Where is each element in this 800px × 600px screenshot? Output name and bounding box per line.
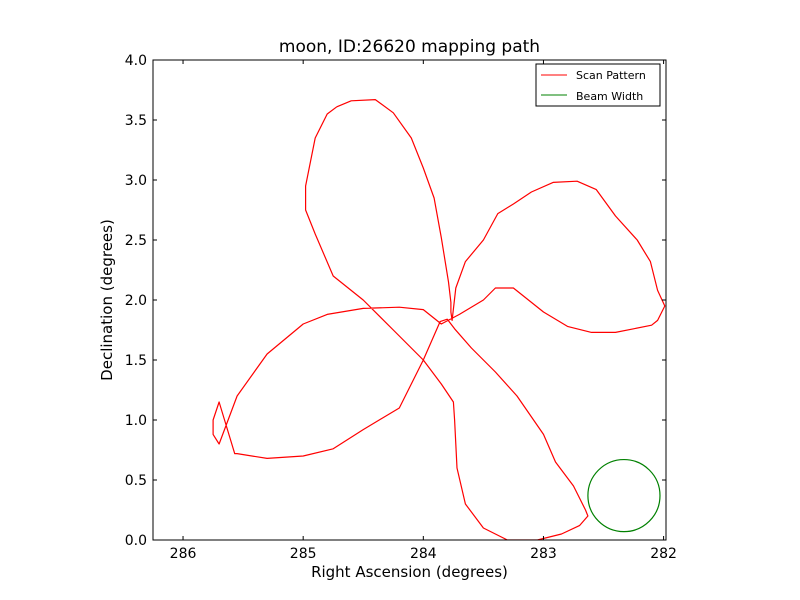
x-axis-label: Right Ascension (degrees) bbox=[311, 563, 508, 581]
series-scan-pattern bbox=[212, 98, 666, 540]
y-axis-label: Declination (degrees) bbox=[98, 219, 116, 381]
y-tick-label: 0.5 bbox=[125, 473, 147, 489]
y-tick-label: 3.5 bbox=[125, 113, 147, 129]
y-tick-label: 1.5 bbox=[125, 353, 147, 369]
x-tick-label: 283 bbox=[530, 546, 557, 562]
x-tick-labels: 286 285 284 283 282 bbox=[170, 546, 677, 562]
y-tick-label: 2.0 bbox=[125, 293, 147, 309]
legend: Scan Pattern Beam Width bbox=[535, 63, 661, 107]
x-tick-label: 286 bbox=[170, 546, 197, 562]
y-tick-label: 0.0 bbox=[125, 533, 147, 549]
legend-box bbox=[535, 63, 661, 107]
series-layer bbox=[212, 98, 666, 540]
axes-frame bbox=[152, 59, 667, 541]
legend-label-scan-pattern: Scan Pattern bbox=[576, 69, 646, 82]
chart-title: moon, ID:26620 mapping path bbox=[279, 37, 540, 57]
x-tick-label: 285 bbox=[290, 546, 317, 562]
series-beam-width bbox=[587, 458, 661, 533]
x-tick-label: 284 bbox=[410, 546, 437, 562]
legend-label-beam-width: Beam Width bbox=[576, 90, 643, 103]
y-tick-label: 4.0 bbox=[125, 53, 147, 69]
x-tick-label: 282 bbox=[650, 546, 677, 562]
plot-area bbox=[152, 59, 667, 541]
y-tick-labels: 0.0 0.5 1.0 1.5 2.0 2.5 3.0 3.5 4.0 bbox=[125, 53, 147, 549]
axes-background bbox=[153, 60, 666, 540]
y-tick-label: 2.5 bbox=[125, 233, 147, 249]
y-tick-label: 1.0 bbox=[125, 413, 147, 429]
y-tick-label: 3.0 bbox=[125, 173, 147, 189]
